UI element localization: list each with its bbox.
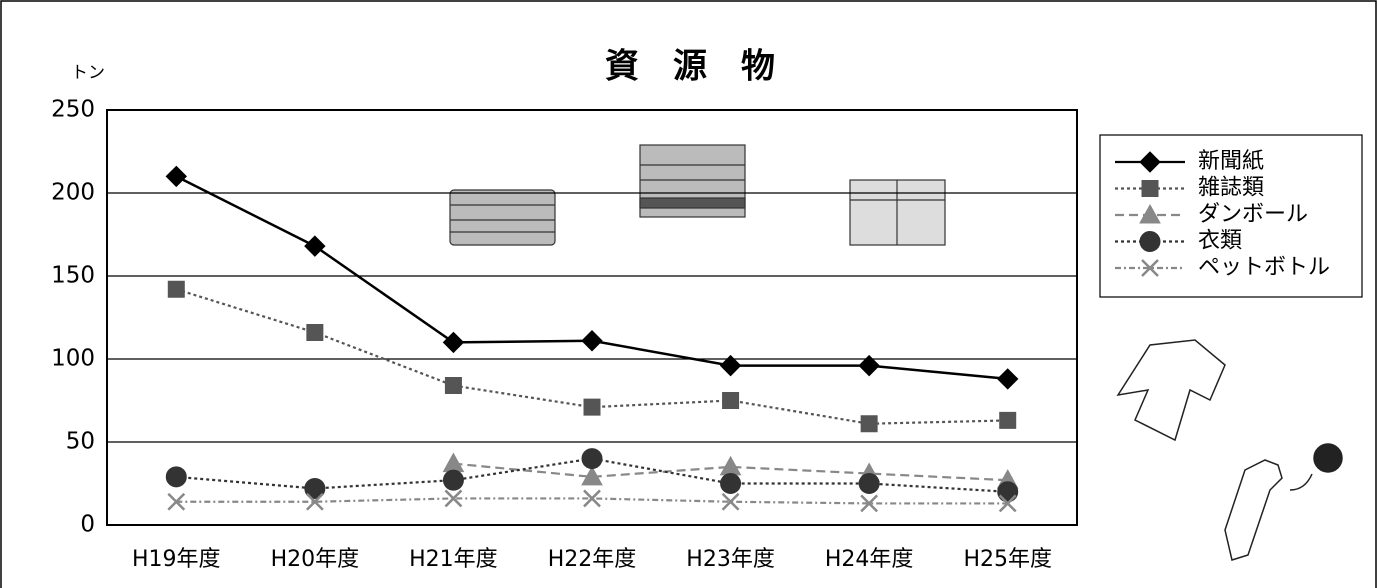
data-point	[860, 494, 879, 513]
legend-label: ダンボール	[1198, 202, 1308, 227]
x-tick-label: H22年度	[548, 547, 637, 572]
x-tick-label: H23年度	[686, 547, 775, 572]
data-point	[860, 415, 878, 433]
data-point	[304, 235, 326, 257]
x-tick-label: H25年度	[963, 547, 1052, 572]
data-point	[999, 411, 1017, 429]
plot-area	[106, 109, 1078, 526]
data-point	[304, 477, 326, 499]
legend-marker	[1141, 180, 1159, 197]
data-point	[165, 466, 187, 488]
legend-marker	[1139, 203, 1161, 224]
legend-label: 衣類	[1198, 229, 1242, 254]
legend-label: 雑誌類	[1198, 176, 1264, 201]
y-tick-label: 50	[66, 429, 95, 455]
data-point	[444, 489, 463, 508]
data-point	[583, 489, 601, 508]
legend-label: ペットボトル	[1198, 255, 1330, 280]
data-point	[305, 492, 324, 511]
data-point	[442, 469, 464, 491]
y-tick-label: 100	[51, 346, 95, 372]
data-point	[858, 354, 880, 377]
legend-label: 新聞紙	[1198, 149, 1264, 174]
illustrations	[449, 144, 1343, 561]
chart-title: 資 源 物	[605, 47, 775, 87]
data-point	[720, 473, 742, 494]
data-point	[165, 165, 187, 188]
data-point	[581, 448, 603, 470]
data-point	[721, 492, 740, 511]
data-point	[997, 368, 1019, 390]
data-point	[306, 323, 324, 341]
data-point	[581, 330, 603, 352]
x-tick-label: H24年度	[825, 547, 914, 572]
data-point	[583, 398, 601, 416]
x-tick-label: H20年度	[271, 547, 360, 572]
data-point	[581, 465, 603, 486]
x-tick-label: H19年度	[132, 547, 221, 572]
y-tick-label: 200	[51, 180, 95, 206]
legend-marker	[1141, 259, 1159, 277]
data-point	[719, 354, 742, 377]
y-tick-label: 0	[80, 512, 95, 538]
data-point	[167, 492, 186, 511]
data-point	[998, 494, 1017, 513]
data-point	[722, 392, 740, 409]
data-point	[442, 331, 465, 354]
y-tick-label: 150	[51, 263, 95, 289]
series-line	[453, 462, 1008, 482]
x-tick-label: H21年度	[409, 547, 498, 572]
data-point	[997, 481, 1019, 503]
data-point	[858, 473, 880, 494]
data-point	[167, 280, 185, 298]
legend-marker	[1139, 231, 1161, 252]
y-tick-label: 250	[51, 97, 95, 123]
y-unit: トン	[71, 63, 105, 83]
data-point	[444, 377, 462, 395]
legend-marker	[1139, 151, 1161, 173]
